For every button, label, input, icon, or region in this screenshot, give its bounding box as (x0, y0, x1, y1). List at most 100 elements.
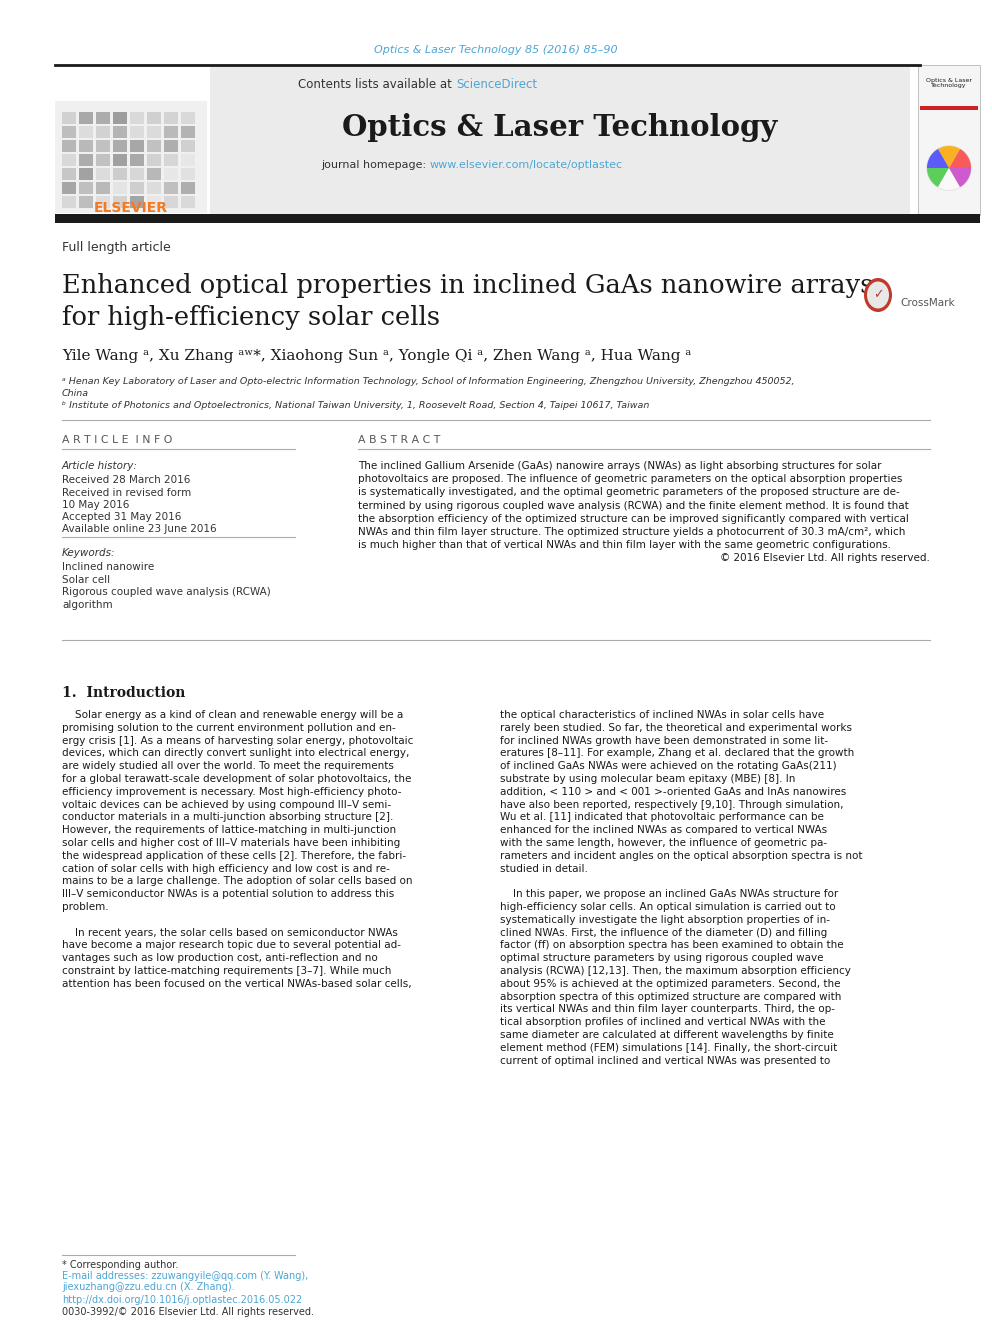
Text: have become a major research topic due to several potential ad-: have become a major research topic due t… (62, 941, 401, 950)
Text: ✓: ✓ (873, 288, 883, 302)
Text: its vertical NWAs and thin film layer counterparts. Third, the op-: its vertical NWAs and thin film layer co… (500, 1004, 835, 1015)
Bar (147, 183, 161, 194)
Text: NWAs and thin film layer structure. The optimized structure yields a photocurren: NWAs and thin film layer structure. The … (358, 527, 906, 537)
Text: ᵃ Henan Key Laboratory of Laser and Opto-electric Information Technology, School: ᵃ Henan Key Laboratory of Laser and Opto… (62, 377, 795, 386)
Bar (164, 168, 178, 180)
Text: jiexuzhang@zzu.edu.cn (X. Zhang).: jiexuzhang@zzu.edu.cn (X. Zhang). (62, 1282, 235, 1293)
Bar (79, 183, 93, 194)
Bar (55, 214, 980, 224)
Bar (164, 126, 178, 138)
Wedge shape (927, 149, 949, 168)
Bar (181, 196, 195, 208)
Bar (130, 168, 144, 180)
Bar (130, 153, 144, 165)
Bar (62, 112, 76, 124)
Text: Received 28 March 2016: Received 28 March 2016 (62, 475, 190, 486)
Wedge shape (949, 168, 971, 187)
Text: Contents lists available at: Contents lists available at (299, 78, 456, 91)
Bar (79, 168, 93, 180)
Text: E-mail addresses: zzuwangyile@qq.com (Y. Wang),: E-mail addresses: zzuwangyile@qq.com (Y.… (62, 1271, 309, 1281)
Text: Optics & Laser Technology: Optics & Laser Technology (342, 114, 778, 143)
Text: analysis (RCWA) [12,13]. Then, the maximum absorption efficiency: analysis (RCWA) [12,13]. Then, the maxim… (500, 966, 851, 976)
Text: devices, which can directly convert sunlight into electrical energy,: devices, which can directly convert sunl… (62, 749, 410, 758)
Text: vantages such as low production cost, anti-reflection and no: vantages such as low production cost, an… (62, 953, 378, 963)
Bar (113, 153, 127, 165)
Text: III–V semiconductor NWAs is a potential solution to address this: III–V semiconductor NWAs is a potential … (62, 889, 394, 900)
Bar (113, 183, 127, 194)
Bar (62, 126, 76, 138)
Text: Optics & Laser Technology 85 (2016) 85–90: Optics & Laser Technology 85 (2016) 85–9… (374, 45, 618, 56)
Text: rameters and incident angles on the optical absorption spectra is not: rameters and incident angles on the opti… (500, 851, 862, 861)
Text: have also been reported, respectively [9,10]. Through simulation,: have also been reported, respectively [9… (500, 799, 843, 810)
Bar (79, 153, 93, 165)
Text: addition, < 110 > and < 001 >-oriented GaAs and InAs nanowires: addition, < 110 > and < 001 >-oriented G… (500, 787, 846, 796)
Text: same diameter are calculated at different wavelengths by finite: same diameter are calculated at differen… (500, 1031, 833, 1040)
Text: Rigorous coupled wave analysis (RCWA): Rigorous coupled wave analysis (RCWA) (62, 587, 271, 597)
Text: Enhanced optical properties in inclined GaAs nanowire arrays: Enhanced optical properties in inclined … (62, 273, 874, 298)
Text: photovoltaics are proposed. The influence of geometric parameters on the optical: photovoltaics are proposed. The influenc… (358, 474, 903, 484)
Text: substrate by using molecular beam epitaxy (MBE) [8]. In: substrate by using molecular beam epitax… (500, 774, 796, 785)
Text: promising solution to the current environment pollution and en-: promising solution to the current enviro… (62, 722, 396, 733)
Text: Keywords:: Keywords: (62, 548, 115, 558)
Text: studied in detail.: studied in detail. (500, 864, 588, 873)
Text: is systematically investigated, and the optimal geometric parameters of the prop: is systematically investigated, and the … (358, 487, 900, 497)
Text: termined by using rigorous coupled wave analysis (RCWA) and the finite element m: termined by using rigorous coupled wave … (358, 500, 909, 511)
Bar (113, 196, 127, 208)
Text: journal homepage:: journal homepage: (321, 160, 430, 169)
Text: factor (ff) on absorption spectra has been examined to obtain the: factor (ff) on absorption spectra has be… (500, 941, 843, 950)
Bar (181, 183, 195, 194)
Text: algorithm: algorithm (62, 601, 113, 610)
Text: 10 May 2016: 10 May 2016 (62, 500, 129, 509)
Text: the widespread application of these cells [2]. Therefore, the fabri-: the widespread application of these cell… (62, 851, 406, 861)
Wedge shape (949, 149, 971, 168)
Text: constraint by lattice-matching requirements [3–7]. While much: constraint by lattice-matching requireme… (62, 966, 392, 976)
Bar (147, 140, 161, 152)
Bar (164, 153, 178, 165)
Text: 0030-3992/© 2016 Elsevier Ltd. All rights reserved.: 0030-3992/© 2016 Elsevier Ltd. All right… (62, 1307, 314, 1316)
Ellipse shape (867, 282, 889, 308)
Bar (164, 183, 178, 194)
Bar (113, 168, 127, 180)
Text: current of optimal inclined and vertical NWAs was presented to: current of optimal inclined and vertical… (500, 1056, 830, 1065)
Text: efficiency improvement is necessary. Most high-efficiency photo-: efficiency improvement is necessary. Mos… (62, 787, 402, 796)
Bar (96, 196, 110, 208)
Bar (130, 140, 144, 152)
Text: Yile Wang ᵃ, Xu Zhang ᵃʷ*, Xiaohong Sun ᵃ, Yongle Qi ᵃ, Zhen Wang ᵃ, Hua Wang ᵃ: Yile Wang ᵃ, Xu Zhang ᵃʷ*, Xiaohong Sun … (62, 349, 691, 363)
Text: problem.: problem. (62, 902, 109, 912)
Text: Solar cell: Solar cell (62, 576, 110, 585)
Text: Article history:: Article history: (62, 460, 138, 471)
Text: Available online 23 June 2016: Available online 23 June 2016 (62, 524, 216, 534)
Bar (62, 168, 76, 180)
Text: Optics & Laser
Technology: Optics & Laser Technology (926, 78, 972, 89)
Bar (79, 196, 93, 208)
Text: © 2016 Elsevier Ltd. All rights reserved.: © 2016 Elsevier Ltd. All rights reserved… (720, 553, 930, 564)
Bar (164, 196, 178, 208)
Text: the absorption efficiency of the optimized structure can be improved significant: the absorption efficiency of the optimiz… (358, 513, 909, 524)
Bar (62, 183, 76, 194)
Bar (96, 168, 110, 180)
Text: eratures [8–11]. For example, Zhang et al. declared that the growth: eratures [8–11]. For example, Zhang et a… (500, 749, 854, 758)
Bar (79, 112, 93, 124)
Bar (62, 196, 76, 208)
Text: Inclined nanowire: Inclined nanowire (62, 562, 154, 572)
Text: absorption spectra of this optimized structure are compared with: absorption spectra of this optimized str… (500, 992, 841, 1002)
Text: In this paper, we propose an inclined GaAs NWAs structure for: In this paper, we propose an inclined Ga… (500, 889, 838, 900)
Bar (130, 183, 144, 194)
Text: with the same length, however, the influence of geometric pa-: with the same length, however, the influ… (500, 837, 827, 848)
Bar (62, 153, 76, 165)
Wedge shape (938, 168, 960, 191)
Text: http://dx.doi.org/10.1016/j.optlastec.2016.05.022: http://dx.doi.org/10.1016/j.optlastec.20… (62, 1295, 303, 1304)
Text: Received in revised form: Received in revised form (62, 488, 191, 497)
Text: 1.  Introduction: 1. Introduction (62, 687, 186, 700)
Circle shape (927, 146, 971, 191)
Bar (181, 140, 195, 152)
Text: Wu et al. [11] indicated that photovoltaic performance can be: Wu et al. [11] indicated that photovolta… (500, 812, 824, 823)
Bar (96, 126, 110, 138)
Text: for inclined NWAs growth have been demonstrated in some lit-: for inclined NWAs growth have been demon… (500, 736, 828, 746)
Bar (96, 140, 110, 152)
Text: ScienceDirect: ScienceDirect (456, 78, 537, 91)
Bar (181, 153, 195, 165)
Bar (113, 126, 127, 138)
Bar (164, 112, 178, 124)
Bar (96, 153, 110, 165)
